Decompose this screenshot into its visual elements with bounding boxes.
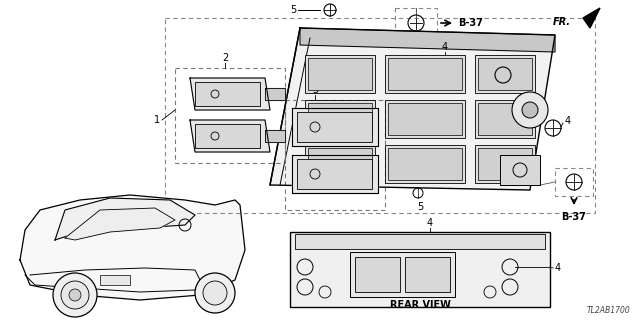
Polygon shape: [292, 108, 378, 146]
Polygon shape: [65, 208, 175, 240]
Bar: [195, 82, 260, 106]
Polygon shape: [583, 8, 600, 28]
Text: FR.: FR.: [553, 17, 571, 27]
Text: 1: 1: [154, 115, 160, 125]
Text: 4: 4: [427, 218, 433, 228]
Polygon shape: [190, 120, 270, 152]
Bar: [478, 103, 532, 135]
Polygon shape: [55, 198, 195, 240]
Bar: [175, 68, 285, 163]
Text: 4: 4: [565, 116, 571, 126]
Bar: [297, 159, 372, 189]
Text: 3: 3: [312, 85, 318, 95]
Bar: [308, 58, 372, 90]
Bar: [388, 58, 462, 90]
Bar: [475, 55, 535, 93]
Circle shape: [195, 273, 235, 313]
Bar: [350, 252, 455, 297]
Circle shape: [61, 281, 89, 309]
Polygon shape: [265, 130, 285, 142]
Bar: [285, 100, 385, 210]
Bar: [385, 145, 465, 183]
Bar: [500, 155, 540, 185]
Circle shape: [53, 273, 97, 317]
Bar: [475, 145, 535, 183]
Bar: [405, 257, 450, 292]
Text: TL2AB1700: TL2AB1700: [586, 306, 630, 315]
Circle shape: [203, 281, 227, 305]
Bar: [308, 148, 372, 180]
Text: B-37: B-37: [458, 18, 483, 28]
Bar: [290, 232, 550, 307]
Bar: [305, 100, 375, 138]
Polygon shape: [20, 195, 245, 300]
Bar: [295, 234, 545, 249]
Bar: [388, 103, 462, 135]
Text: 4: 4: [442, 42, 448, 52]
Text: 4: 4: [515, 63, 521, 73]
Text: B-37: B-37: [561, 212, 586, 222]
Polygon shape: [292, 155, 378, 193]
Bar: [478, 148, 532, 180]
Bar: [478, 58, 532, 90]
Polygon shape: [265, 88, 285, 100]
Bar: [195, 124, 260, 148]
Text: REAR VIEW: REAR VIEW: [390, 300, 451, 310]
Polygon shape: [270, 28, 555, 190]
Bar: [555, 168, 593, 196]
Bar: [385, 55, 465, 93]
Circle shape: [522, 102, 538, 118]
Bar: [475, 100, 535, 138]
Polygon shape: [300, 28, 555, 52]
Bar: [388, 148, 462, 180]
Bar: [395, 8, 437, 38]
Bar: [355, 257, 400, 292]
Bar: [308, 103, 372, 135]
Circle shape: [512, 92, 548, 128]
Text: 2: 2: [222, 53, 228, 63]
Text: 5: 5: [290, 5, 296, 15]
Bar: [100, 275, 130, 285]
Circle shape: [69, 289, 81, 301]
Bar: [385, 100, 465, 138]
Bar: [297, 112, 372, 142]
Text: 5: 5: [417, 202, 423, 212]
Bar: [165, 18, 595, 213]
Bar: [305, 55, 375, 93]
Bar: [305, 145, 375, 183]
Text: 4: 4: [555, 263, 561, 273]
Polygon shape: [190, 78, 270, 110]
